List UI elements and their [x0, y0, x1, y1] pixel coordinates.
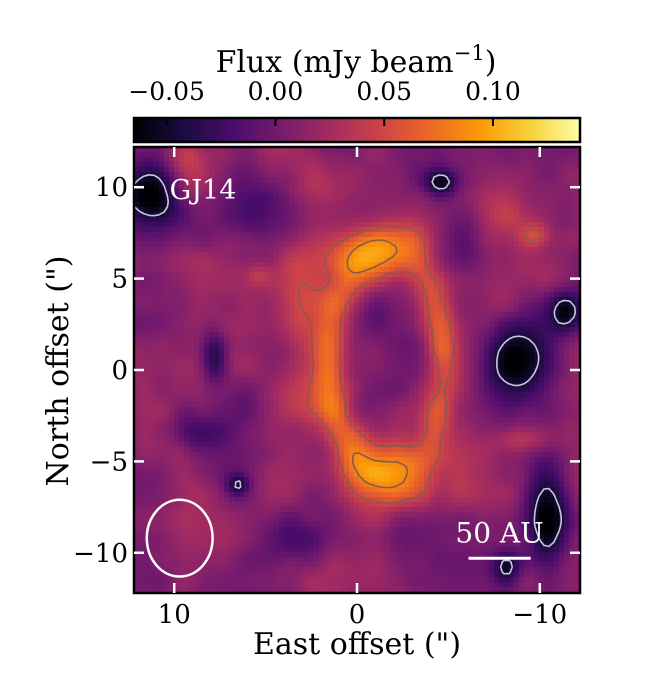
positive-contour — [346, 239, 409, 489]
colorbar-tick-label: 0.00 — [248, 77, 304, 106]
y-tick-label: 0 — [111, 356, 128, 386]
colorbar-label: Flux (mJy beam−1) — [216, 41, 497, 80]
y-tick-label: 5 — [111, 265, 128, 295]
flux-map — [134, 147, 580, 593]
positive-contour — [298, 226, 541, 504]
colorbar — [132, 116, 582, 144]
beam-ellipse — [145, 498, 214, 578]
y-axis-label: North offset (") — [41, 256, 76, 487]
colorbar-tick-label: −0.05 — [128, 77, 205, 106]
y-tick-label: −10 — [73, 539, 128, 569]
x-tick-label: 10 — [158, 600, 191, 630]
y-tick-label: −5 — [90, 447, 128, 477]
scale-bar-label: 50 AU — [455, 516, 543, 549]
target-label: GJ14 — [170, 175, 237, 206]
y-tick-label: 10 — [95, 173, 128, 203]
axis-ticks: 10 0 −10 10 5 0 −5 −10 — [73, 147, 580, 630]
colorbar-tick-label: 0.10 — [465, 77, 521, 106]
x-tick-label: −10 — [512, 600, 567, 630]
x-axis-label: East offset (") — [253, 627, 461, 662]
colorbar-tick-label: 0.05 — [356, 77, 412, 106]
x-tick-label: 0 — [349, 600, 366, 630]
colorbar-ticks: −0.05 0.00 0.05 0.10 — [128, 77, 521, 126]
